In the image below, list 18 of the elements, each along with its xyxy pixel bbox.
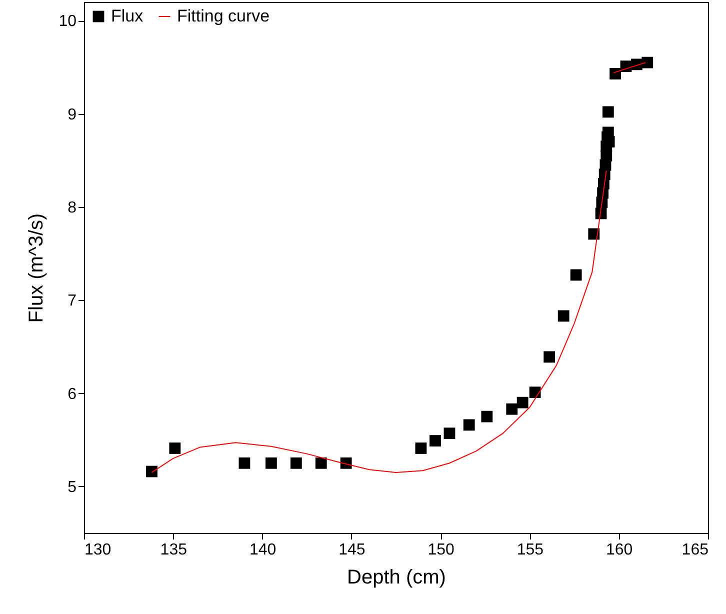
x-tick-label: 135: [160, 542, 188, 558]
x-tick-label: 165: [682, 542, 709, 558]
y-tick-label: 10: [58, 13, 77, 30]
y-tick-label: 6: [68, 386, 77, 403]
x-tick-label: 140: [249, 542, 276, 558]
legend-label: Fitting curve: [177, 6, 270, 26]
x-axis-title: Depth (cm): [347, 566, 446, 588]
x-tick-label: 130: [84, 542, 112, 558]
x-tick-label: 150: [428, 542, 455, 558]
x-tick-label: 145: [338, 542, 366, 558]
y-tick-label: 7: [68, 292, 77, 310]
legend-label: Flux: [111, 6, 144, 26]
y-tick-label: 5: [68, 478, 77, 496]
y-axis-title: Flux (m^3/s): [26, 213, 48, 323]
x-tick-label: 160: [606, 542, 633, 558]
y-tick-label: 9: [68, 106, 77, 124]
y-tick-label: 8: [68, 199, 77, 216]
x-tick-label: 155: [516, 542, 544, 558]
